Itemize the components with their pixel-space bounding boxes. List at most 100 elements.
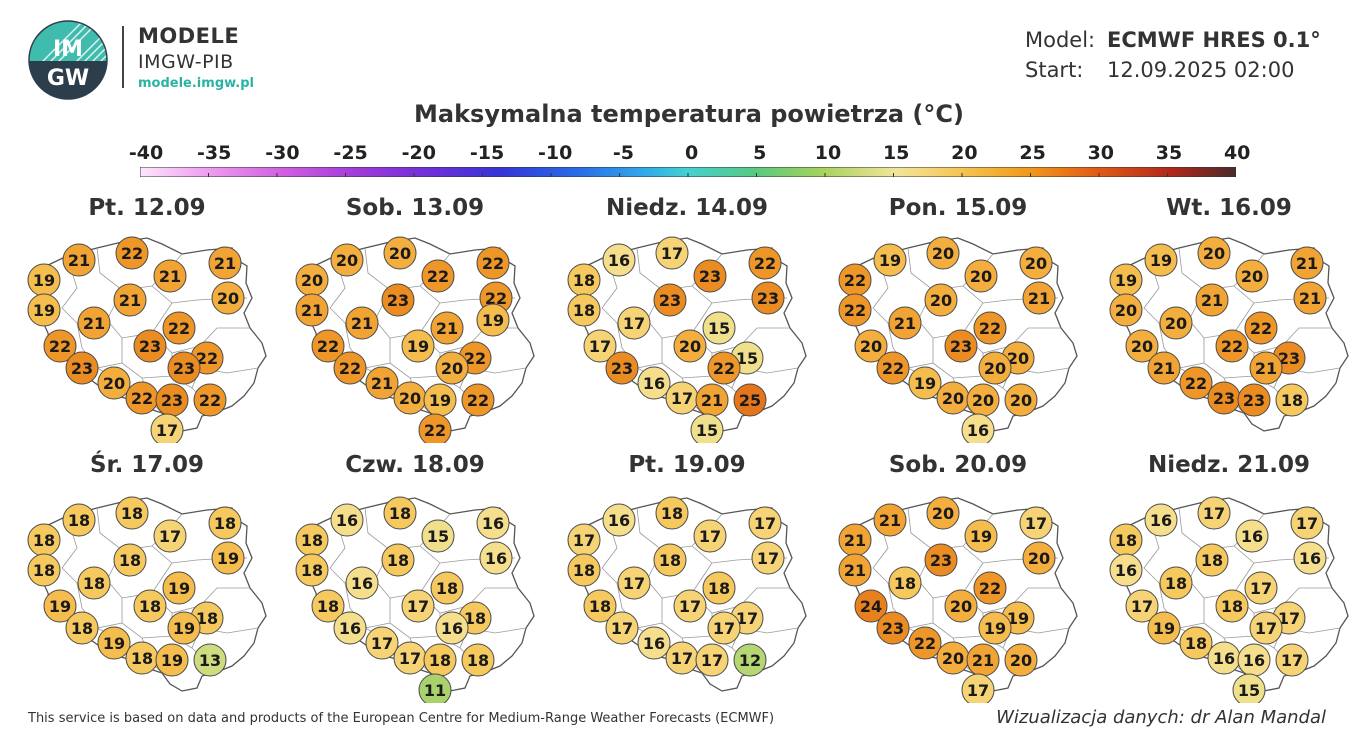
temperature-marker: 22 <box>838 263 872 297</box>
temperature-value: 19 <box>1007 609 1029 628</box>
temperature-circle <box>748 246 782 280</box>
temperature-circle <box>876 351 910 385</box>
temperature-circle <box>707 351 741 385</box>
temperature-circle <box>655 236 689 270</box>
temperature-circle <box>193 383 227 417</box>
temperature-circle <box>1249 351 1283 385</box>
temperature-value: 18 <box>33 561 55 580</box>
temperature-marker: 20 <box>924 283 958 317</box>
temperature-circle <box>365 626 399 660</box>
temperature-value: 23 <box>139 337 161 356</box>
temperature-marker: 19 <box>43 589 77 623</box>
temperature-marker: 16 <box>1293 541 1327 575</box>
temperature-value: 18 <box>1165 574 1187 593</box>
scale-tick-label: -25 <box>333 142 368 164</box>
temperature-circle <box>854 329 888 363</box>
temperature-marker: 18 <box>115 496 149 530</box>
temperature-circle <box>65 351 99 385</box>
temperature-value: 17 <box>399 649 421 668</box>
temperature-marker: 20 <box>1004 643 1038 677</box>
temperature-value: 19 <box>1150 251 1172 270</box>
temperature-value: 18 <box>589 597 611 616</box>
temperature-value: 17 <box>371 634 393 653</box>
temperature-marker: 19 <box>873 243 907 277</box>
temperature-marker: 16 <box>435 611 469 645</box>
day-title: Sob. 13.09 <box>345 195 485 221</box>
scale-tick-label: 0 <box>684 142 699 164</box>
temperature-marker: 15 <box>421 519 455 553</box>
temperature-circle <box>567 293 601 327</box>
temperature-circle <box>964 259 998 293</box>
temperature-circle <box>461 383 495 417</box>
temperature-circle <box>1159 566 1193 600</box>
temperature-value: 21 <box>351 314 373 333</box>
temperature-value: 18 <box>661 504 683 523</box>
temperature-marker: 16 <box>602 503 636 537</box>
temperature-value: 17 <box>623 574 645 593</box>
temperature-circle <box>973 571 1007 605</box>
temperature-marker: 17 <box>401 589 435 623</box>
temperature-value: 15 <box>696 421 718 440</box>
temperature-marker: 21 <box>873 503 907 537</box>
temperature-value: 17 <box>1278 609 1300 628</box>
scale-tick-label: 35 <box>1155 142 1183 164</box>
temperature-value: 20 <box>942 649 964 668</box>
temperature-circle <box>155 643 189 677</box>
temperature-value: 11 <box>424 681 446 700</box>
scale-tick-label: 30 <box>1087 142 1115 164</box>
temperature-marker: 20 <box>966 383 1000 417</box>
start-info: Start: 12.09.2025 02:00 <box>1025 58 1294 82</box>
temperature-marker: 16 <box>479 541 513 575</box>
temperature-value: 18 <box>467 651 489 670</box>
temperature-circle <box>567 553 601 587</box>
temperature-marker: 23 <box>653 283 687 317</box>
temperature-marker: 21 <box>430 311 464 345</box>
voivodeship-border <box>329 515 391 584</box>
temperature-circle <box>1235 259 1269 293</box>
temperature-value: 18 <box>436 579 458 598</box>
temperature-circle <box>381 543 415 577</box>
temperature-marker: 21 <box>1022 281 1056 315</box>
temperature-value: 18 <box>33 531 55 550</box>
color-scale-bar <box>140 167 1236 177</box>
temperature-circle <box>330 243 364 277</box>
temperature-circle <box>1195 283 1229 317</box>
temperature-circle <box>208 246 242 280</box>
temperature-circle <box>153 259 187 293</box>
temperature-marker: 20 <box>1019 246 1053 280</box>
temperature-circle <box>27 293 61 327</box>
temperature-marker: 23 <box>605 351 639 385</box>
temperature-marker: 20 <box>295 263 329 297</box>
temperature-marker: 17 <box>583 329 617 363</box>
temperature-marker: 20 <box>936 381 970 415</box>
temperature-value: 19 <box>429 391 451 410</box>
temperature-value: 20 <box>1010 651 1032 670</box>
temperature-value: 18 <box>573 561 595 580</box>
temperature-marker: 21 <box>77 306 111 340</box>
day-title: Niedz. 21.09 <box>1147 452 1311 478</box>
temperature-value: 20 <box>942 389 964 408</box>
temperature-circle <box>62 243 96 277</box>
brand-url[interactable]: modele.imgw.pl <box>138 76 254 91</box>
temperature-circle <box>748 506 782 540</box>
temperature-value: 20 <box>1007 349 1029 368</box>
temperature-marker: 17 <box>605 611 639 645</box>
temperature-marker: 19 <box>401 329 435 363</box>
temperature-marker: 16 <box>637 626 671 660</box>
temperature-value: 18 <box>214 514 236 533</box>
temperature-marker: 21 <box>1147 351 1181 385</box>
temperature-marker: 18 <box>1179 626 1213 660</box>
temperature-marker: 17 <box>673 589 707 623</box>
temperature-circle <box>193 643 227 677</box>
temperature-value: 18 <box>131 649 153 668</box>
temperature-value: 16 <box>1115 561 1137 580</box>
temperature-value: 20 <box>1131 337 1153 356</box>
temperature-marker: 18 <box>133 589 167 623</box>
temperature-marker: 22 <box>333 351 367 385</box>
temperature-circle <box>1019 246 1053 280</box>
temperature-value: 20 <box>1115 301 1137 320</box>
temperature-circle <box>673 329 707 363</box>
temperature-circle <box>1275 643 1309 677</box>
